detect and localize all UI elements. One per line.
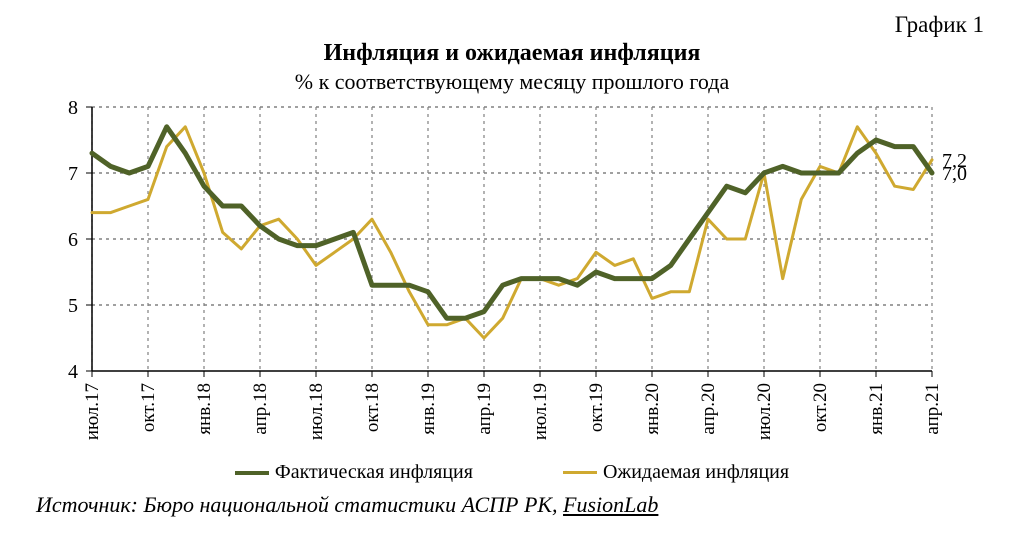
- svg-text:окт.19: окт.19: [586, 383, 607, 432]
- legend-swatch-expected: [563, 471, 597, 474]
- legend: Фактическая инфляция Ожидаемая инфляция: [30, 461, 994, 484]
- legend-swatch-actual: [235, 471, 269, 475]
- svg-text:6: 6: [68, 229, 78, 251]
- svg-text:окт.17: окт.17: [138, 383, 159, 432]
- chart-number: График 1: [30, 12, 994, 38]
- source-prefix: Источник: Бюро национальной статистики А…: [36, 492, 563, 517]
- svg-text:июл.18: июл.18: [306, 383, 327, 440]
- svg-text:янв.19: янв.19: [418, 383, 439, 435]
- legend-item-actual: Фактическая инфляция: [235, 461, 473, 484]
- chart-title: Инфляция и ожидаемая инфляция: [30, 40, 994, 67]
- svg-text:апр.21: апр.21: [922, 383, 943, 435]
- chart-figure: График 1 Инфляция и ожидаемая инфляция %…: [0, 0, 1024, 552]
- svg-text:июл.20: июл.20: [754, 383, 775, 440]
- svg-text:7: 7: [68, 163, 78, 185]
- svg-text:4: 4: [68, 361, 78, 383]
- svg-text:апр.18: апр.18: [250, 383, 271, 435]
- svg-text:7,0: 7,0: [942, 163, 967, 185]
- source-line: Источник: Бюро национальной статистики А…: [30, 492, 994, 518]
- svg-text:апр.20: апр.20: [698, 383, 719, 435]
- svg-text:янв.18: янв.18: [194, 383, 215, 435]
- svg-text:окт.20: окт.20: [810, 383, 831, 432]
- svg-text:июл.19: июл.19: [530, 383, 551, 440]
- svg-text:июл.17: июл.17: [82, 383, 103, 440]
- line-chart-svg: 4 5 6 7 8 июл.17 окт.17 янв.18 апр.18 июл.18 окт.1…: [32, 101, 992, 461]
- svg-text:окт.18: окт.18: [362, 383, 383, 432]
- legend-label-expected: Ожидаемая инфляция: [603, 461, 789, 484]
- svg-text:8: 8: [68, 101, 78, 119]
- svg-text:5: 5: [68, 295, 78, 317]
- source-link[interactable]: FusionLab: [563, 492, 658, 517]
- chart-subtitle: % к соответствующему месяцу прошлого год…: [30, 69, 994, 95]
- svg-text:янв.20: янв.20: [642, 383, 663, 435]
- svg-text:янв.21: янв.21: [866, 383, 887, 435]
- svg-text:апр.19: апр.19: [474, 383, 495, 435]
- legend-label-actual: Фактическая инфляция: [275, 461, 473, 484]
- plot-area: 4 5 6 7 8 июл.17 окт.17 янв.18 апр.18 июл.18 окт.1…: [32, 101, 992, 461]
- legend-item-expected: Ожидаемая инфляция: [563, 461, 789, 484]
